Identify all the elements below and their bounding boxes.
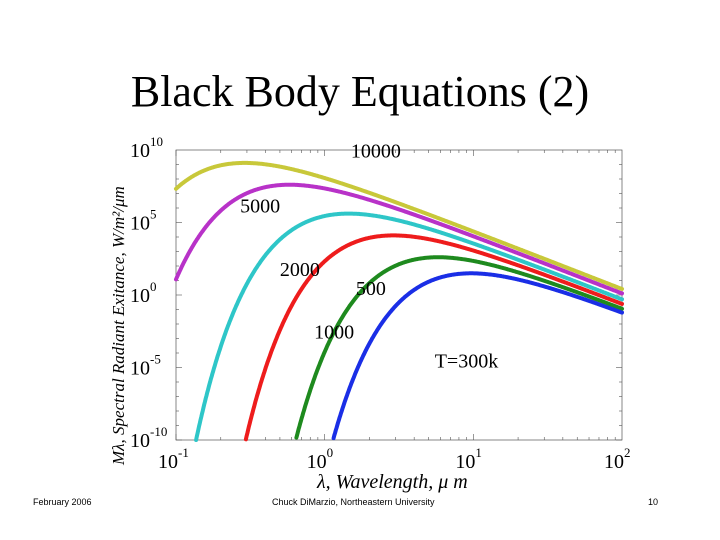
tick-marks <box>175 150 622 441</box>
y-tick-label: 105 <box>130 207 157 235</box>
y-tick-label: 100 <box>130 279 157 307</box>
series-curve-2000 <box>194 211 624 442</box>
x-axis-label: λ, Wavelength, μ m <box>316 471 468 493</box>
y-tick-label: 10-10 <box>130 424 167 452</box>
footer-author: Chuck DiMarzio, Northeastern University <box>272 497 435 507</box>
series-curves <box>174 160 624 442</box>
curve-label: T=300k <box>435 351 499 373</box>
curve-label: 2000 <box>280 259 320 281</box>
y-tick-label: 10-5 <box>130 352 161 380</box>
series-curve-500 <box>294 255 624 440</box>
footer-date: February 2006 <box>33 497 92 507</box>
series-curve-10000 <box>174 160 624 291</box>
slide-title: Black Body Equations (2) <box>130 67 590 116</box>
footer-page-number: 10 <box>648 497 659 507</box>
y-tick-label: 1010 <box>130 134 163 162</box>
curve-label: 500 <box>356 278 386 300</box>
series-curve-5000 <box>174 182 624 296</box>
x-tick-label: 102 <box>604 445 631 473</box>
curve-label: 5000 <box>240 195 280 217</box>
curve-label: 10000 <box>351 141 401 163</box>
x-tick-label: 10-1 <box>158 445 189 473</box>
series-curve-1000 <box>243 233 624 442</box>
series-curve-t-300k <box>331 271 624 441</box>
y-axis-label: Mλ, Spectral Radiant Exitance, W/m²/μm <box>109 186 128 466</box>
x-tick-label: 101 <box>455 445 482 473</box>
x-tick-label: 100 <box>307 445 334 473</box>
curve-label: 1000 <box>314 322 354 344</box>
tick-labels: 1010 105 100 10-5 10-1010-1 100 101 102 <box>130 134 631 473</box>
